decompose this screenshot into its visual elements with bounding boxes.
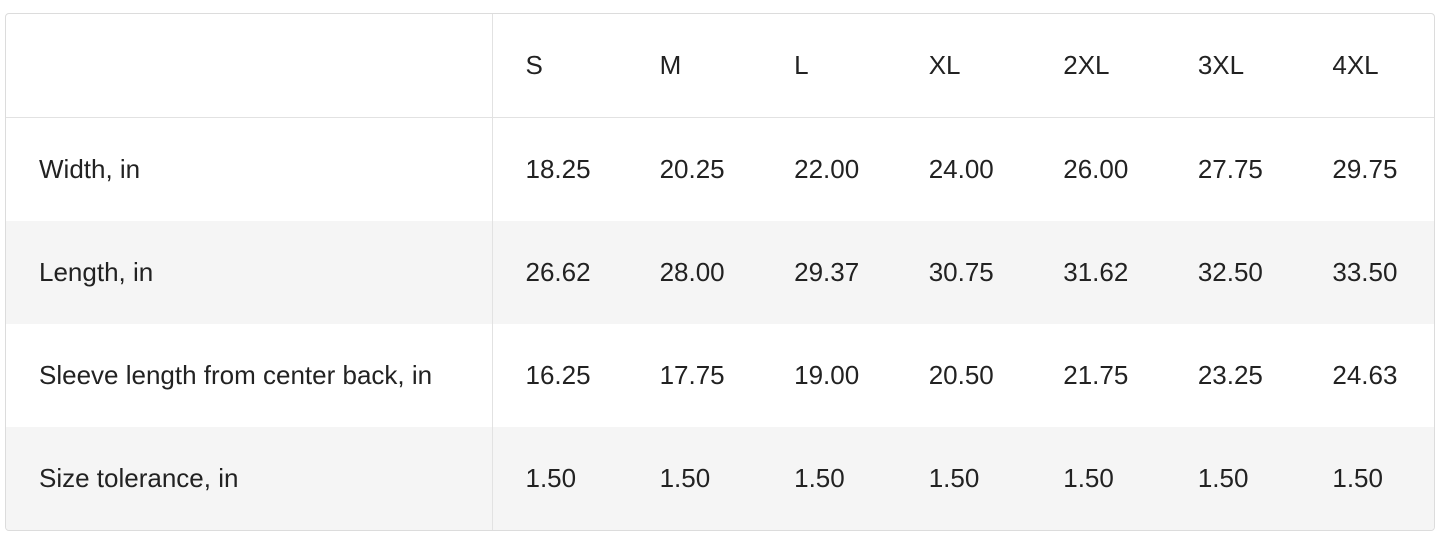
measurement-cell: 1.50: [1030, 427, 1165, 530]
measurement-cell: 18.25: [525, 154, 591, 184]
size-header: 3XL: [1164, 14, 1300, 118]
measurement-cell: 17.75: [659, 360, 725, 390]
size-header: 4XL: [1299, 14, 1434, 118]
row-label: Length, in: [6, 221, 493, 324]
measurement-cell: 1.50: [1164, 427, 1300, 530]
measurement-cell: 20.25: [659, 154, 725, 184]
table-row: Width, in 18.25 20.25 22.00 24.00 26.00 27.75 2…: [6, 117, 1434, 221]
measurement-cell: 24.63: [1332, 360, 1398, 390]
measurement-cell: 26.00: [1063, 154, 1129, 184]
measurement-cell: 32.50: [1164, 221, 1300, 324]
measurement-cell: 1.50: [626, 427, 762, 530]
measurement-cell: 23.25: [1197, 360, 1263, 390]
measurement-cell: 28.00: [626, 221, 762, 324]
measurement-cell: 19.00: [794, 360, 860, 390]
table-row: Size tolerance, in 1.50 1.50 1.50 1.50 1.50 1.…: [6, 427, 1434, 530]
size-header: 2XL: [1030, 14, 1165, 118]
size-table: S M L XL 2XL 3XL 4XL Width, in 18.25 20.25 22.00 24…: [6, 14, 1434, 530]
measurement-cell: 29.37: [761, 221, 896, 324]
measurement-cell: 29.75: [1332, 154, 1398, 184]
measurement-cell: 1.50: [1299, 427, 1434, 530]
size-header: XL: [895, 14, 1031, 118]
corner-cell: [6, 14, 493, 118]
measurement-cell: 30.75: [895, 221, 1031, 324]
row-label: Size tolerance, in: [6, 427, 493, 530]
row-label: Sleeve length from center back, in: [6, 324, 493, 427]
measurement-cell: 27.75: [1197, 154, 1263, 184]
measurement-cell: 20.50: [928, 360, 994, 390]
measurement-cell: 31.62: [1030, 221, 1165, 324]
measurement-cell: 1.50: [761, 427, 896, 530]
measurement-cell: 24.00: [928, 154, 994, 184]
measurement-cell: 21.75: [1063, 360, 1129, 390]
table-row: Length, in 26.62 28.00 29.37 30.75 31.62 32.50…: [6, 221, 1434, 324]
size-header: S: [492, 14, 627, 118]
size-header: L: [761, 14, 896, 118]
measurement-cell: 33.50: [1299, 221, 1434, 324]
size-header: M: [626, 14, 762, 118]
size-table-container: S M L XL 2XL 3XL 4XL Width, in 18.25 20.25 22.00 24…: [5, 13, 1435, 531]
measurement-cell: 1.50: [895, 427, 1031, 530]
measurement-cell: 1.50: [492, 427, 627, 530]
measurement-cell: 16.25: [525, 360, 591, 390]
measurement-cell: 26.62: [492, 221, 627, 324]
measurement-cell: 22.00: [794, 154, 860, 184]
header-row: S M L XL 2XL 3XL 4XL: [6, 14, 1434, 118]
table-row: Sleeve length from center back, in 16.25 1…: [6, 324, 1434, 427]
row-label: Width, in: [6, 117, 493, 221]
